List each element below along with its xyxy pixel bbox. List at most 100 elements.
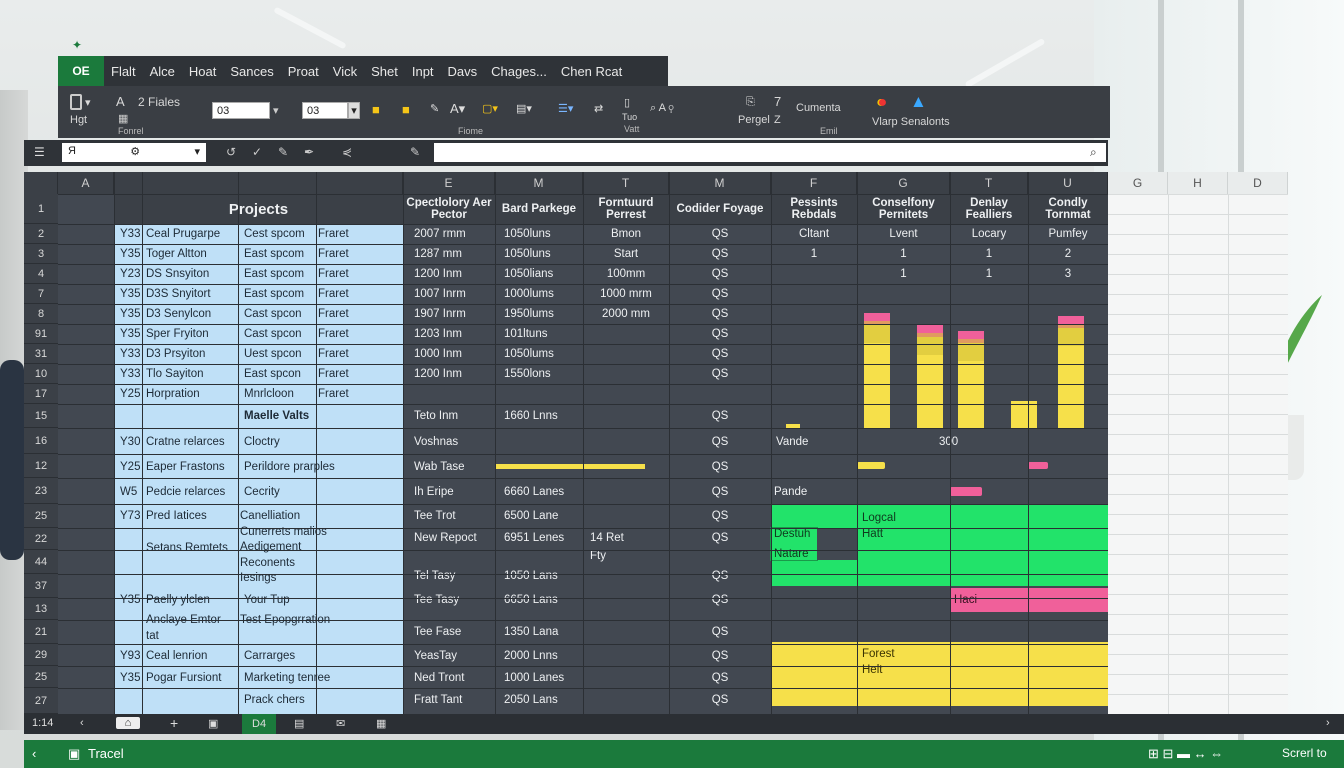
row-code: Y35 — [120, 308, 141, 320]
column-header-h[interactable]: H — [1168, 172, 1228, 194]
insert-function-icon[interactable]: ⋞ — [342, 145, 353, 159]
mail-icon[interactable]: ✉ — [336, 718, 346, 730]
align-icon[interactable]: ☰▾ — [558, 103, 574, 115]
font-a-button[interactable]: A — [116, 94, 125, 109]
row-number[interactable]: 23 — [24, 478, 58, 504]
tab-file[interactable]: Flalt — [111, 63, 136, 79]
check-icon[interactable]: ✓ — [252, 145, 263, 159]
row-number[interactable]: 10 — [24, 364, 58, 384]
row-number[interactable]: 15 — [24, 404, 58, 428]
grid-line — [1108, 694, 1288, 695]
merge-icon[interactable]: ▤▾ — [516, 103, 532, 115]
chevron-down-icon[interactable]: ▾ — [273, 105, 279, 117]
font-color-icon[interactable]: A▾ — [450, 101, 466, 116]
row-number[interactable]: 22 — [24, 528, 58, 550]
row-number[interactable]: 31 — [24, 344, 58, 364]
column-header-d[interactable]: D — [1228, 172, 1288, 194]
tab-alce[interactable]: Alce — [149, 63, 175, 79]
brush-icon[interactable]: ✎ — [278, 145, 289, 159]
tab-sheet[interactable]: Shet — [371, 63, 398, 79]
row-number[interactable]: 27 — [24, 688, 58, 714]
pink-label: Haci — [954, 594, 978, 606]
column-header[interactable]: T — [583, 172, 669, 194]
tab-changes[interactable]: Chages... — [491, 63, 547, 79]
status-icons[interactable]: ⊞ ⊟ ▬ ↔ ⇔ — [1148, 746, 1224, 761]
row-code: Y33 — [120, 368, 141, 380]
back-icon[interactable]: ‹ — [32, 746, 37, 761]
undo-icon[interactable]: ↺ — [226, 145, 237, 159]
font-box-2[interactable]: 03 — [302, 102, 348, 119]
column-header[interactable]: U — [1028, 172, 1108, 194]
column-header[interactable]: M — [495, 172, 583, 194]
row-number[interactable]: 25 — [24, 666, 58, 688]
row-number[interactable]: 8 — [24, 304, 58, 324]
column-header[interactable]: T — [950, 172, 1028, 194]
add-sheet-button[interactable]: + — [170, 715, 179, 731]
row-number[interactable]: 25 — [24, 504, 58, 528]
name-box[interactable]: Я ⚙ ▾ — [62, 143, 206, 162]
formula-input[interactable] — [434, 143, 1106, 162]
app-logo[interactable]: OE — [58, 56, 104, 86]
sheet-icon[interactable]: ▦ — [376, 718, 387, 730]
tab-sances[interactable]: Sances — [230, 63, 274, 79]
column-header[interactable] — [114, 172, 403, 194]
sheet-icon[interactable]: ▣ — [208, 718, 219, 730]
row-number[interactable]: 29 — [24, 644, 58, 666]
row-number[interactable]: 4 — [24, 264, 58, 284]
tablet-icon[interactable]: ▯ — [624, 97, 631, 109]
menu-icon[interactable]: ☰ — [34, 145, 45, 159]
prev-sheet-icon[interactable]: ‹ — [80, 717, 84, 729]
row-number[interactable]: 16 — [24, 428, 58, 454]
tab-chen-rcat[interactable]: Chen Rcat — [560, 63, 623, 79]
paste-button[interactable]: ▾ — [70, 94, 91, 110]
scroll-right-icon[interactable]: › — [1326, 717, 1330, 729]
row-number[interactable]: 37 — [24, 574, 58, 598]
column-header[interactable]: E — [403, 172, 495, 194]
highlight-icon[interactable]: ■ — [372, 102, 380, 117]
project-name: Pedcie relarces — [146, 486, 226, 498]
pen-icon[interactable]: ✎ — [430, 103, 440, 115]
count-value: 1 — [985, 268, 993, 280]
package-value: 1000lums — [504, 288, 554, 300]
column-header[interactable]: G — [857, 172, 950, 194]
row-number[interactable]: 1 — [24, 194, 58, 224]
row-number[interactable]: 12 — [24, 454, 58, 478]
search-icon[interactable]: ⌕ A ⚲ — [650, 102, 674, 114]
column-header[interactable]: M — [669, 172, 771, 194]
row-number[interactable]: 91 — [24, 324, 58, 344]
row-number[interactable]: 21 — [24, 620, 58, 644]
fill-color-icon[interactable]: ■ — [402, 102, 410, 117]
comments-label[interactable]: Cumenta — [796, 102, 841, 114]
column-header[interactable]: F — [771, 172, 857, 194]
home-icon[interactable]: ⌂ — [116, 717, 140, 729]
wrap-icon[interactable]: ⇄ — [594, 103, 604, 115]
font-box-1[interactable]: 03 — [212, 102, 270, 119]
pergel-label: Pergel — [738, 114, 770, 126]
row-number[interactable]: 3 — [24, 244, 58, 264]
tab-input[interactable]: Inpt — [411, 63, 434, 79]
row-number[interactable]: 44 — [24, 550, 58, 574]
tab-data[interactable]: Davs — [447, 63, 478, 79]
column-header[interactable]: A — [58, 172, 114, 194]
search-icon[interactable]: ⌕ — [1090, 145, 1097, 159]
row-number[interactable]: 2 — [24, 224, 58, 244]
pen-icon[interactable]: ✒ — [304, 145, 315, 159]
row-number[interactable]: 7 — [24, 284, 58, 304]
column-header-g[interactable]: G — [1108, 172, 1168, 194]
analyze-icon[interactable]: ▲ — [910, 92, 927, 111]
color-wheel-icon[interactable]: ● ● — [876, 94, 888, 111]
row-number[interactable]: 17 — [24, 384, 58, 404]
tab-home[interactable]: Hoat — [188, 63, 217, 79]
copy-icon[interactable]: ⎘ — [746, 96, 755, 108]
border-icon[interactable]: ▢▾ — [482, 103, 498, 115]
tab-proat[interactable]: Proat — [287, 63, 319, 79]
package-value: 1000 Lanes — [504, 672, 565, 684]
progress-bar — [857, 462, 885, 469]
tab-vick[interactable]: Vick — [332, 63, 358, 79]
row-number[interactable]: 13 — [24, 598, 58, 620]
sheet-tab-active[interactable]: D4 — [242, 714, 277, 734]
sheet-icon[interactable]: ▤ — [294, 718, 305, 730]
edit-icon[interactable]: ✎ — [410, 145, 421, 159]
chevron-down-icon[interactable]: ▾ — [348, 102, 360, 119]
grid-icon[interactable]: ▦ — [118, 113, 129, 125]
